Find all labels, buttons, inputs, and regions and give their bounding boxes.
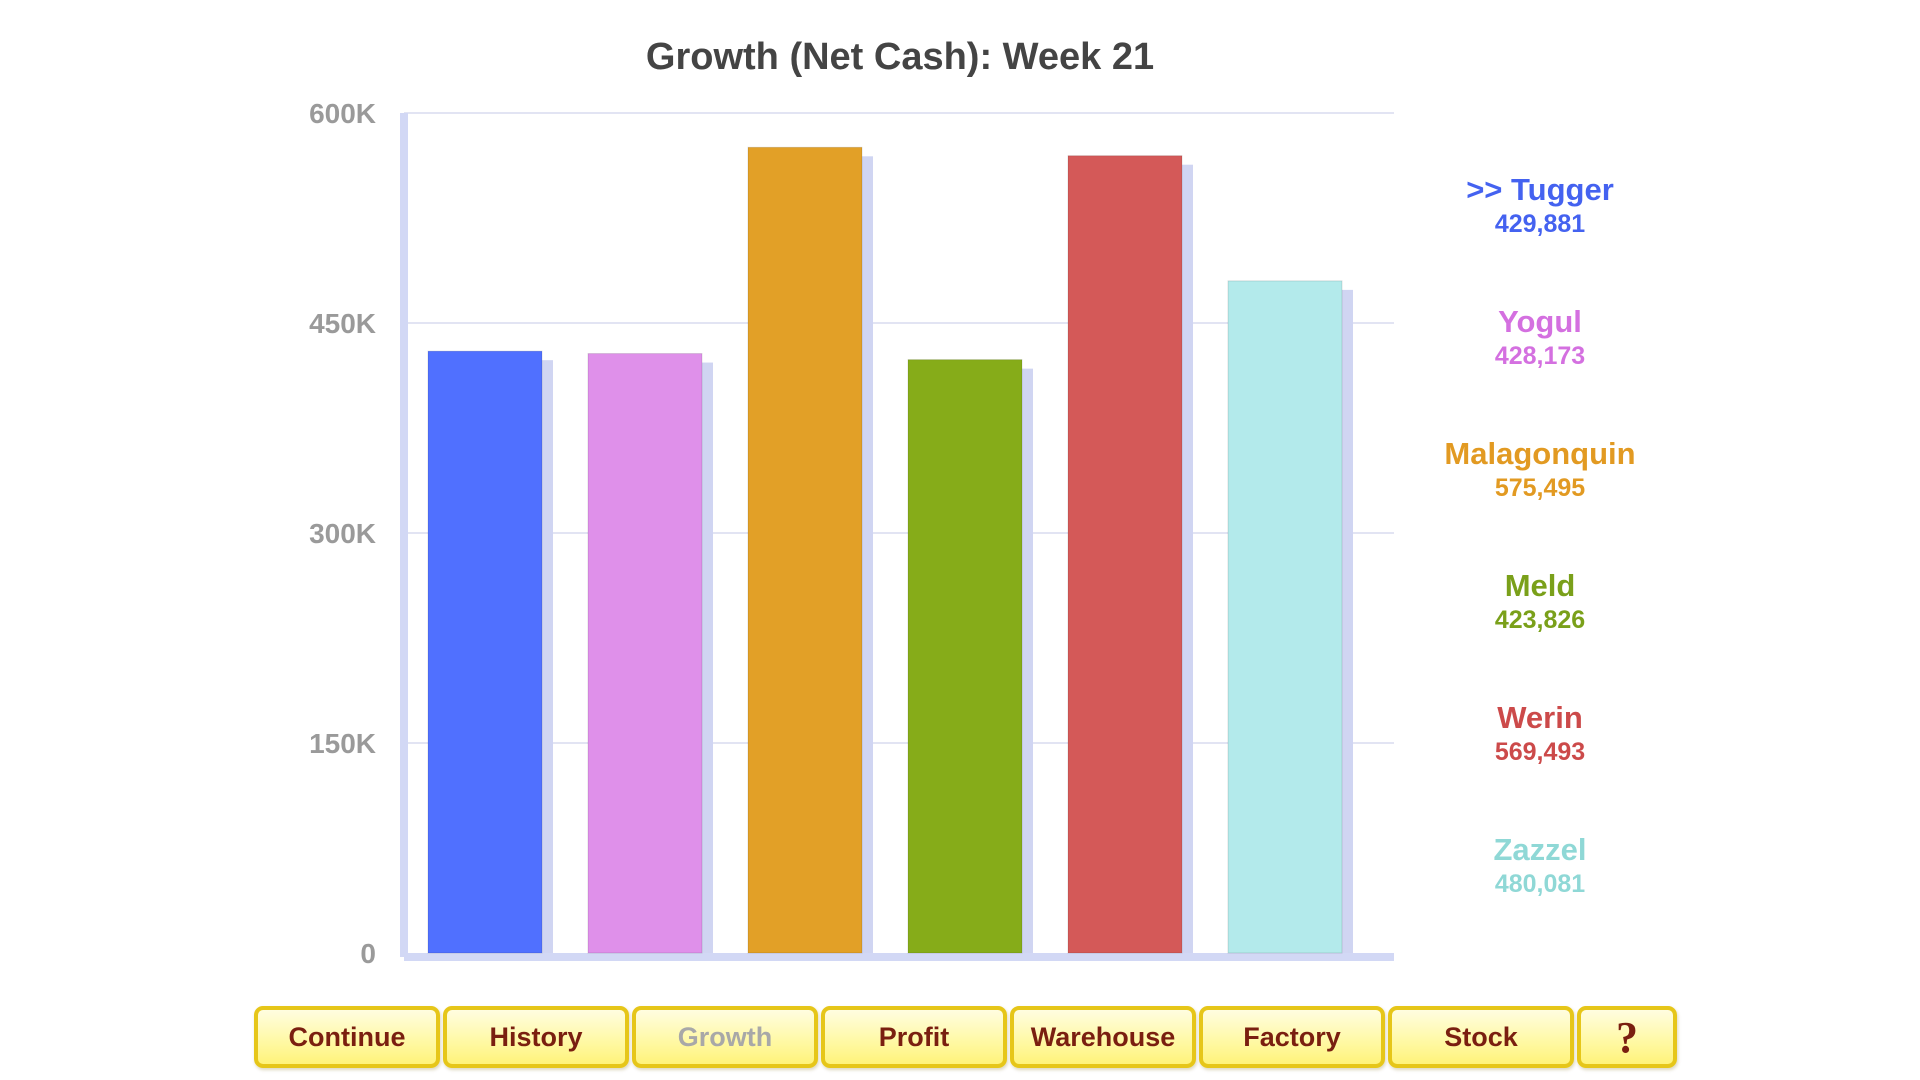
legend-label: Zazzel <box>1493 832 1587 867</box>
factory-button[interactable]: Factory <box>1199 1006 1385 1068</box>
bar-zazzel <box>1227 280 1343 954</box>
growth-button[interactable]: Growth <box>632 1006 818 1068</box>
y-tick-label: 150K <box>309 728 376 759</box>
y-tick-label: 300K <box>309 518 376 549</box>
y-tick-label: 0 <box>360 938 376 969</box>
legend-value: 569,493 <box>1494 738 1586 766</box>
stock-button[interactable]: Stock <box>1388 1006 1574 1068</box>
legend-item-yogul: Yogul 428,173 <box>1420 304 1660 372</box>
y-tick-label: 600K <box>309 98 376 129</box>
legend-value: 480,081 <box>1494 870 1586 898</box>
bar-meld <box>907 359 1023 954</box>
legend-item-zazzel: Zazzel 480,081 <box>1420 832 1660 900</box>
legend-value: 575,495 <box>1494 474 1586 502</box>
chart-title: Growth (Net Cash): Week 21 <box>645 36 1155 78</box>
legend-item-meld: Meld 423,826 <box>1420 568 1660 636</box>
legend-item-malagonquin: Malagonquin 575,495 <box>1420 436 1660 504</box>
legend-label: Malagonquin <box>1444 436 1636 471</box>
help-button[interactable]: ? <box>1577 1006 1677 1068</box>
bar-chart: 0 150K 300K 450K 600K <box>309 98 1394 969</box>
profit-button[interactable]: Profit <box>821 1006 1007 1068</box>
legend-value: 428,173 <box>1494 342 1586 370</box>
continue-button[interactable]: Continue <box>254 1006 440 1068</box>
legend-item-tugger: >> Tugger 429,881 <box>1420 172 1660 240</box>
y-tick-label: 450K <box>309 308 376 339</box>
legend-label: Yogul <box>1498 304 1582 339</box>
legend-label: >> Tugger <box>1466 172 1614 207</box>
legend-value: 429,881 <box>1494 210 1586 238</box>
legend-label: Meld <box>1504 568 1576 603</box>
legend-label: Werin <box>1497 700 1583 735</box>
bar-malagonquin <box>747 146 863 954</box>
bar-tugger <box>427 350 543 954</box>
warehouse-button[interactable]: Warehouse <box>1010 1006 1196 1068</box>
legend-value: 423,826 <box>1494 606 1586 634</box>
history-button[interactable]: History <box>443 1006 629 1068</box>
bar-yogul <box>587 353 703 954</box>
chart-area: Growth (Net Cash): Week 21 0 150K 300K 450K… <box>309 36 1660 969</box>
legend-item-werin: Werin 569,493 <box>1420 700 1660 768</box>
bar-werin <box>1067 155 1183 954</box>
